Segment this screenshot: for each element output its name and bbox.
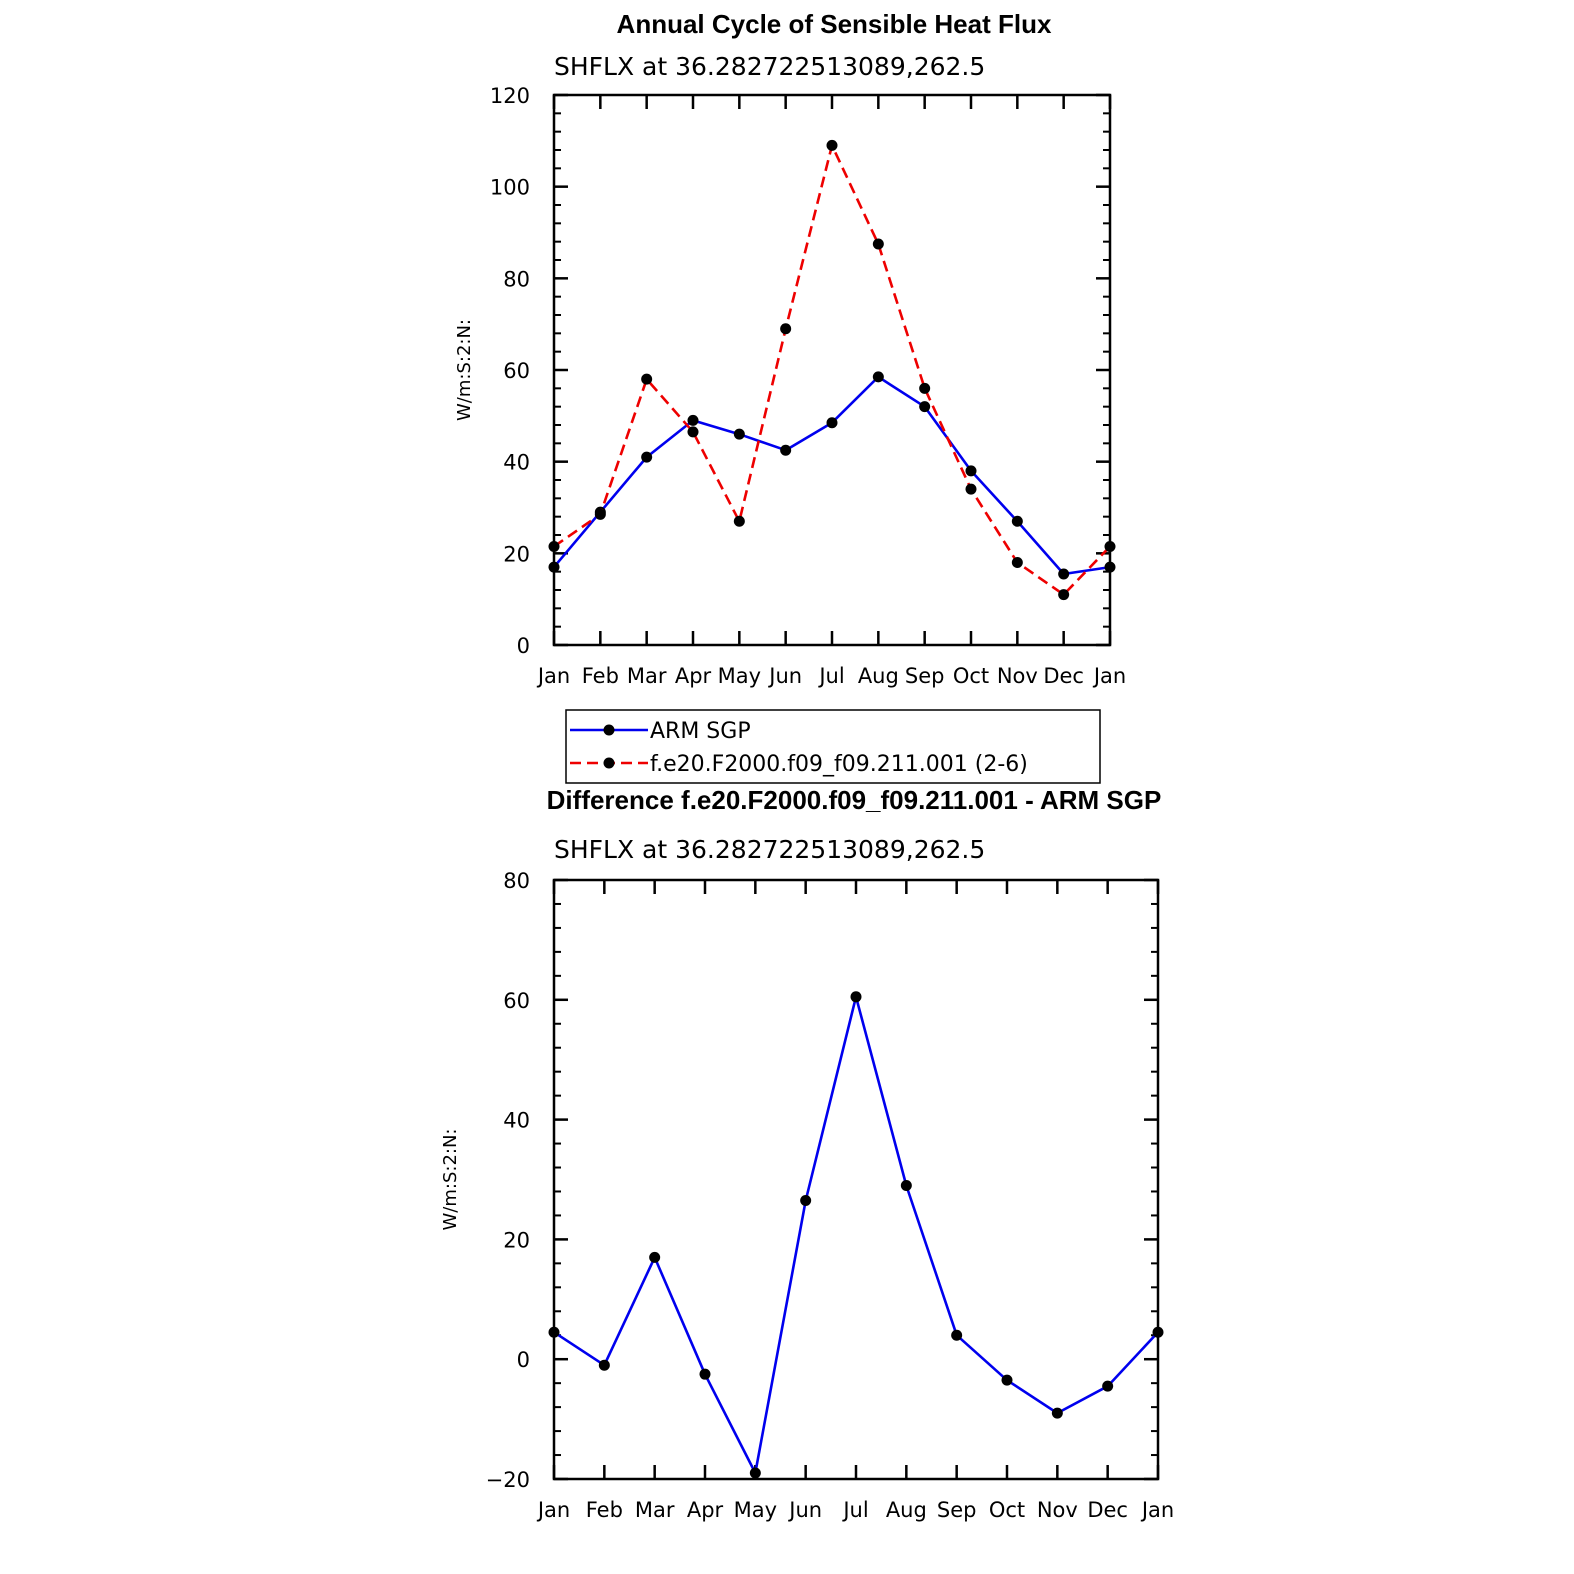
y-tick-label: 20: [503, 542, 530, 566]
chart-subtitle: SHFLX at 36.282722513089,262.5: [554, 835, 985, 864]
data-point: [1011, 557, 1023, 568]
x-tick-label: Feb: [586, 1498, 623, 1522]
x-tick-label: Jul: [841, 1498, 868, 1522]
series-line: [553, 995, 1159, 1475]
data-point: [780, 444, 792, 456]
chart-subtitle: SHFLX at 36.282722513089,262.5: [554, 52, 985, 81]
x-tick-label: Feb: [582, 664, 619, 688]
data-point: [919, 401, 931, 413]
data-point: [687, 426, 699, 438]
x-tick-label: Aug: [886, 1498, 927, 1522]
data-point: [699, 1368, 711, 1380]
data-point: [826, 417, 838, 429]
x-tick-label: Jan: [536, 1498, 570, 1522]
data-point: [548, 540, 560, 552]
data-point: [1104, 540, 1116, 552]
data-point: [965, 483, 977, 495]
y-axis-label: W/m:S:2:N:: [454, 319, 475, 421]
data-point: [951, 1329, 963, 1341]
y-axis-label: W/m:S:2:N:: [440, 1129, 461, 1231]
x-tick-label: Jul: [817, 664, 844, 688]
data-point: [641, 451, 653, 463]
y-tick-label: 80: [503, 869, 530, 893]
data-point: [548, 1326, 560, 1338]
x-tick-label: Oct: [953, 664, 989, 688]
legend-swatch-marker: [603, 724, 615, 736]
chart-title: Difference f.e20.F2000.f09_f09.211.001 -…: [547, 785, 1162, 815]
legend-entry-label: ARM SGP: [650, 719, 751, 744]
data-point: [733, 428, 745, 440]
x-tick-label: Jun: [767, 664, 802, 688]
data-point: [749, 1467, 761, 1479]
difference-chart: Difference f.e20.F2000.f09_f09.211.001 -…: [440, 785, 1174, 1522]
x-tick-label: Jan: [1092, 664, 1126, 688]
data-point: [850, 991, 862, 1003]
y-tick-label: 120: [490, 84, 530, 108]
x-tick-label: Jan: [536, 664, 570, 688]
x-tick-label: May: [734, 1498, 777, 1522]
y-tick-label: −20: [486, 1468, 530, 1492]
data-point: [1051, 1407, 1063, 1419]
data-point: [872, 371, 884, 383]
x-tick-label: Sep: [937, 1498, 977, 1522]
chart-title: Annual Cycle of Sensible Heat Flux: [617, 9, 1052, 39]
data-point: [826, 139, 838, 151]
data-point: [965, 465, 977, 477]
x-tick-label: Sep: [905, 664, 945, 688]
data-point: [919, 382, 931, 394]
top-chart: Annual Cycle of Sensible Heat Flux SHFLX …: [454, 9, 1126, 688]
data-point: [548, 561, 560, 573]
data-point: [872, 238, 884, 250]
y-tick-label: 60: [503, 989, 530, 1013]
x-tick-label: May: [718, 664, 761, 688]
x-tick-label: Mar: [635, 1498, 675, 1522]
series-line: [553, 144, 1111, 596]
x-tick-label: Apr: [675, 664, 712, 688]
x-tick-label: Nov: [1037, 1498, 1078, 1522]
plot-frame: [552, 878, 1160, 1481]
x-tick-label: Dec: [1043, 664, 1084, 688]
data-point: [1102, 1380, 1114, 1392]
x-tick-label: Jun: [787, 1498, 822, 1522]
data-point: [1058, 568, 1070, 580]
legend-swatch-marker: [603, 757, 615, 769]
x-tick-label: Oct: [989, 1498, 1025, 1522]
data-point: [641, 373, 653, 385]
data-point: [780, 323, 792, 335]
data-point: [1058, 589, 1070, 601]
data-point: [733, 515, 745, 527]
plot-frame: [552, 93, 1112, 647]
x-tick-label: Dec: [1087, 1498, 1128, 1522]
y-tick-label: 40: [503, 451, 530, 475]
y-tick-label: 40: [503, 1109, 530, 1133]
data-point: [1011, 515, 1023, 527]
x-tick-label: Aug: [858, 664, 899, 688]
y-tick-label: 0: [517, 1348, 530, 1372]
y-tick-label: 60: [503, 359, 530, 383]
legend-box: [565, 709, 1101, 784]
y-tick-label: 20: [503, 1228, 530, 1252]
y-tick-label: 0: [517, 634, 530, 658]
legend: ARM SGP f.e20.F2000.f09_f09.211.001 (2-6): [565, 709, 1101, 784]
data-point: [649, 1251, 661, 1263]
data-point: [1104, 561, 1116, 573]
data-point: [1001, 1374, 1013, 1386]
y-tick-label: 80: [503, 267, 530, 291]
x-tick-label: Apr: [687, 1498, 724, 1522]
data-point: [1152, 1326, 1164, 1338]
x-tick-label: Mar: [627, 664, 667, 688]
x-tick-label: Jan: [1140, 1498, 1174, 1522]
x-tick-label: Nov: [997, 664, 1038, 688]
data-point: [800, 1194, 812, 1206]
legend-entry-label: f.e20.F2000.f09_f09.211.001 (2-6): [650, 752, 1028, 777]
data-point: [900, 1179, 912, 1191]
data-point: [594, 508, 606, 520]
y-tick-label: 100: [490, 176, 530, 200]
data-point: [598, 1359, 610, 1371]
data-point: [687, 414, 699, 426]
